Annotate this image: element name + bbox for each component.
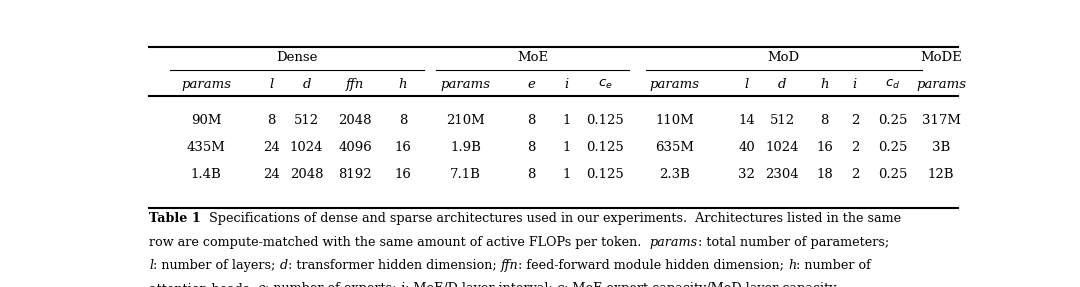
Text: : number of layers;: : number of layers; <box>153 259 280 272</box>
Text: : number of experts;: : number of experts; <box>266 282 401 287</box>
Text: 3B: 3B <box>932 141 950 154</box>
Text: 1: 1 <box>563 114 571 127</box>
Text: params: params <box>916 78 966 91</box>
Text: : MoE expert capacity/MoD layer capacity.: : MoE expert capacity/MoD layer capacity… <box>564 282 838 287</box>
Text: i: i <box>853 78 856 91</box>
Text: l: l <box>149 259 153 272</box>
Text: row are compute-matched with the same amount of active FLOPs per token.: row are compute-matched with the same am… <box>149 236 649 249</box>
Text: 2304: 2304 <box>766 168 799 181</box>
Text: 4096: 4096 <box>338 141 372 154</box>
Text: 1.9B: 1.9B <box>450 141 481 154</box>
Text: 16: 16 <box>816 141 833 154</box>
Text: 512: 512 <box>294 114 320 127</box>
Text: 8: 8 <box>527 168 536 181</box>
Text: MoE: MoE <box>517 51 549 64</box>
Text: 0.25: 0.25 <box>878 168 907 181</box>
Text: 24: 24 <box>264 141 280 154</box>
Text: 2: 2 <box>851 114 859 127</box>
Text: ffn: ffn <box>346 78 364 91</box>
Text: 1: 1 <box>563 141 571 154</box>
Text: : transformer hidden dimension;: : transformer hidden dimension; <box>287 259 500 272</box>
Text: d: d <box>302 78 311 91</box>
Text: 0.125: 0.125 <box>586 141 624 154</box>
Text: 8: 8 <box>821 114 828 127</box>
Text: 8: 8 <box>399 114 407 127</box>
Text: 2048: 2048 <box>289 168 323 181</box>
Text: 1024: 1024 <box>289 141 323 154</box>
Text: h: h <box>821 78 829 91</box>
Text: : number of: : number of <box>796 259 872 272</box>
Text: 2: 2 <box>851 141 859 154</box>
Text: : feed-forward module hidden dimension;: : feed-forward module hidden dimension; <box>518 259 788 272</box>
Text: e: e <box>528 78 536 91</box>
Text: Dense: Dense <box>275 51 318 64</box>
Text: l: l <box>745 78 748 91</box>
Text: 12B: 12B <box>928 168 955 181</box>
Text: c: c <box>556 282 564 287</box>
Text: l: l <box>269 78 273 91</box>
Text: 0.25: 0.25 <box>878 114 907 127</box>
Text: 317M: 317M <box>921 114 960 127</box>
Text: 435M: 435M <box>187 141 226 154</box>
Text: 635M: 635M <box>656 141 694 154</box>
Text: 2.3B: 2.3B <box>660 168 690 181</box>
Text: 0.25: 0.25 <box>878 141 907 154</box>
Text: d: d <box>280 259 287 272</box>
Text: h: h <box>399 78 407 91</box>
Text: Specifications of dense and sparse architectures used in our experiments.  Archi: Specifications of dense and sparse archi… <box>201 212 901 225</box>
Text: 8: 8 <box>527 114 536 127</box>
Text: 32: 32 <box>739 168 755 181</box>
Text: 2: 2 <box>851 168 859 181</box>
Text: : MoE/D layer interval;: : MoE/D layer interval; <box>405 282 556 287</box>
Text: MoD: MoD <box>768 51 799 64</box>
Text: 24: 24 <box>264 168 280 181</box>
Text: 8: 8 <box>527 141 536 154</box>
Text: params: params <box>181 78 231 91</box>
Text: MoDE: MoDE <box>920 51 962 64</box>
Text: $c_e$: $c_e$ <box>598 77 612 91</box>
Text: 210M: 210M <box>446 114 485 127</box>
Text: 0.125: 0.125 <box>586 168 624 181</box>
Text: params: params <box>649 236 698 249</box>
Text: 2048: 2048 <box>338 114 372 127</box>
Text: e: e <box>258 282 266 287</box>
Text: Table 1: Table 1 <box>149 212 201 225</box>
Text: 8: 8 <box>267 114 275 127</box>
Text: params: params <box>441 78 490 91</box>
Text: 18: 18 <box>816 168 833 181</box>
Text: h: h <box>788 259 796 272</box>
Text: 16: 16 <box>394 141 411 154</box>
Text: params: params <box>650 78 700 91</box>
Text: 90M: 90M <box>191 114 221 127</box>
Text: 1: 1 <box>563 168 571 181</box>
Text: i: i <box>401 282 405 287</box>
Text: 8192: 8192 <box>338 168 372 181</box>
Text: ffn: ffn <box>500 259 518 272</box>
Text: $c_d$: $c_d$ <box>885 77 900 91</box>
Text: 0.125: 0.125 <box>586 114 624 127</box>
Text: 512: 512 <box>769 114 795 127</box>
Text: 110M: 110M <box>656 114 694 127</box>
Text: d: d <box>778 78 786 91</box>
Text: 7.1B: 7.1B <box>450 168 481 181</box>
Text: 16: 16 <box>394 168 411 181</box>
Text: 40: 40 <box>739 141 755 154</box>
Text: 14: 14 <box>739 114 755 127</box>
Text: i: i <box>565 78 569 91</box>
Text: 1.4B: 1.4B <box>191 168 221 181</box>
Text: attention heads;: attention heads; <box>149 282 258 287</box>
Text: 1024: 1024 <box>766 141 799 154</box>
Text: : total number of parameters;: : total number of parameters; <box>698 236 889 249</box>
